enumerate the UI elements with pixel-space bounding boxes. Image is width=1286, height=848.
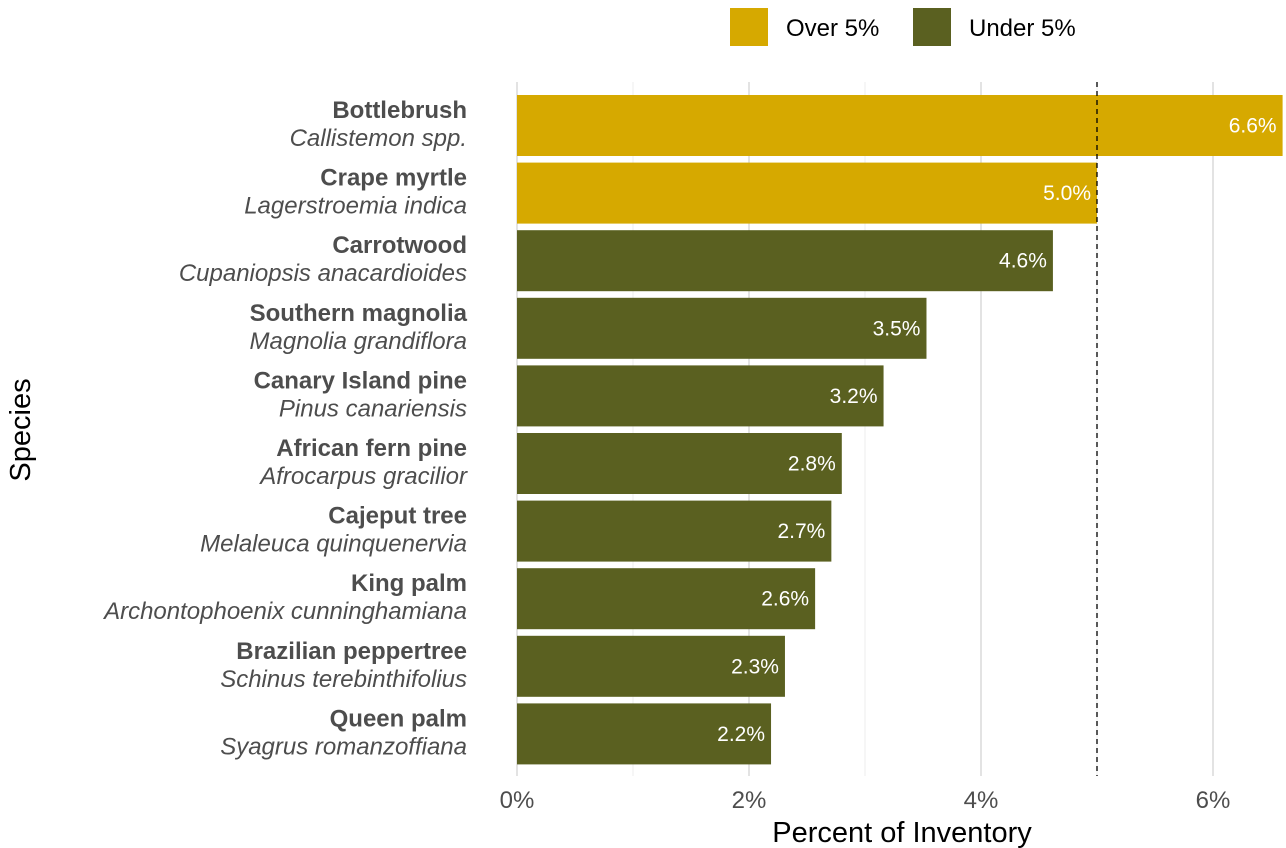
bar (517, 95, 1283, 156)
category-common-name: Southern magnolia (250, 300, 468, 327)
x-tick-label: 2% (732, 787, 767, 814)
legend: Over 5% Under 5% (730, 8, 1076, 46)
y-axis-title: Species (5, 378, 37, 481)
category-scientific-name: Cupaniopsis anacardioides (179, 260, 467, 287)
legend-label: Over 5% (786, 15, 879, 42)
bar-value-label: 3.5% (873, 317, 921, 340)
x-tick-labels: 0% 2% 4% 6% (500, 787, 1231, 814)
x-tick-label: 4% (964, 787, 999, 814)
bar (517, 635, 785, 697)
bar (517, 703, 772, 765)
category-common-name: Brazilian peppertree (236, 638, 467, 665)
bars (517, 95, 1283, 765)
category-scientific-name: Afrocarpus gracilior (258, 463, 468, 490)
bar-value-label: 3.2% (830, 385, 878, 408)
category-scientific-name: Callistemon spp. (290, 125, 467, 152)
bar-value-label: 2.6% (761, 588, 809, 611)
category-common-name: King palm (351, 570, 467, 597)
category-scientific-name: Pinus canariensis (279, 395, 467, 422)
category-scientific-name: Schinus terebinthifolius (220, 666, 467, 693)
category-common-name: Bottlebrush (332, 97, 467, 124)
bar-value-label: 4.6% (999, 250, 1047, 273)
bar (517, 230, 1053, 292)
category-common-name: Canary Island pine (254, 367, 467, 394)
bar (517, 162, 1097, 224)
category-common-name: Crape myrtle (320, 165, 467, 192)
x-tick-label: 0% (500, 787, 535, 814)
legend-swatch (913, 8, 951, 46)
bar (517, 568, 816, 630)
x-tick-label: 6% (1196, 787, 1231, 814)
category-common-name: Carrotwood (332, 232, 467, 259)
x-axis-title: Percent of Inventory (772, 817, 1032, 848)
bar (517, 365, 884, 427)
bar-value-labels: 6.6% 5.0% 4.6% 3.5% 3.2% 2.8% 2.7% 2.6% 2.3% 2.2% (717, 115, 1276, 746)
bar-value-label: 2.2% (717, 723, 765, 746)
bar-value-label: 5.0% (1043, 182, 1091, 205)
category-scientific-name: Syagrus romanzoffiana (220, 733, 467, 760)
category-scientific-name: Archontophoenix cunninghamiana (102, 598, 467, 625)
category-common-name: Queen palm (330, 705, 467, 732)
legend-swatch (730, 8, 768, 46)
bar-value-label: 2.3% (731, 655, 779, 678)
bar-value-label: 2.7% (777, 520, 825, 543)
bar (517, 433, 842, 494)
bar-value-label: 6.6% (1229, 115, 1277, 138)
category-common-name: Cajeput tree (328, 503, 467, 530)
category-scientific-name: Magnolia grandiflora (250, 328, 467, 355)
category-scientific-name: Melaleuca quinquenervia (200, 531, 467, 558)
bar-value-label: 2.8% (788, 453, 836, 476)
category-common-name: African fern pine (276, 435, 467, 462)
bar (517, 297, 927, 359)
bar (517, 500, 832, 562)
category-scientific-name: Lagerstroemia indica (244, 193, 467, 220)
legend-label: Under 5% (969, 15, 1076, 42)
